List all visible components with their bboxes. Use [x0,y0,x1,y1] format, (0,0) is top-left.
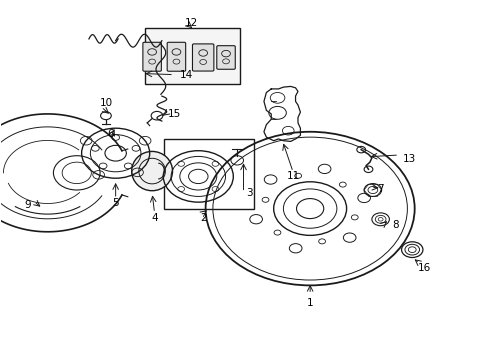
FancyBboxPatch shape [144,28,239,84]
Text: 12: 12 [184,18,197,28]
Text: 2: 2 [200,212,206,222]
FancyBboxPatch shape [142,42,161,71]
Text: 8: 8 [391,220,398,230]
Text: 5: 5 [112,198,119,208]
FancyBboxPatch shape [216,46,235,69]
FancyBboxPatch shape [164,139,254,208]
FancyBboxPatch shape [192,44,213,71]
Text: 9: 9 [25,200,31,210]
Text: 10: 10 [99,98,112,108]
Text: 14: 14 [179,69,192,80]
Text: 7: 7 [377,184,383,194]
Text: 3: 3 [245,188,252,198]
Text: 1: 1 [306,298,313,308]
Text: 16: 16 [417,262,430,273]
FancyBboxPatch shape [167,42,185,71]
Ellipse shape [131,152,172,191]
Text: 4: 4 [151,212,158,222]
Text: 11: 11 [286,171,299,181]
Text: 6: 6 [107,129,114,139]
Text: 15: 15 [167,109,180,119]
Text: 13: 13 [403,154,416,163]
